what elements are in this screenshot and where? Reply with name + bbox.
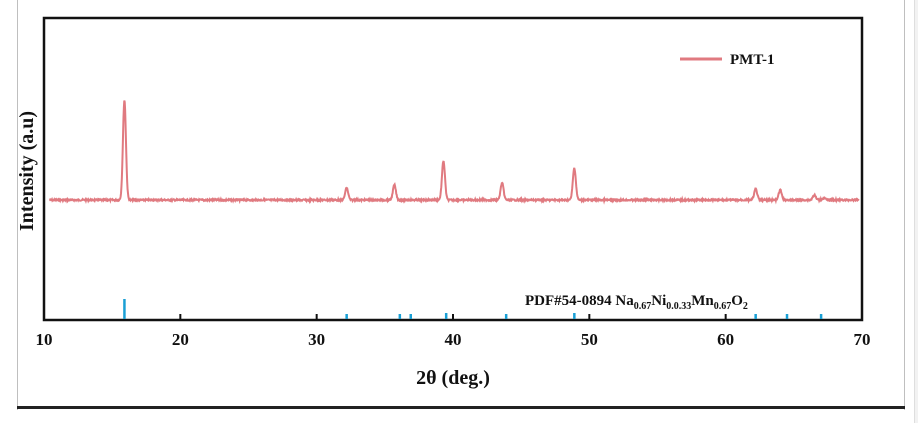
x-tick-label-50: 50: [581, 330, 598, 349]
figure-frame-left: [17, 0, 18, 410]
figure-frame-right: [904, 0, 905, 410]
reference-label-part-6: O: [731, 293, 743, 309]
series-line-pmt-1: [48, 100, 860, 205]
reference-label-part-5: 0.67: [714, 301, 732, 312]
reference-label: PDF#54-0894 Na0.67Ni0.0.33Mn0.67O2: [525, 293, 748, 312]
scrollbar-track[interactable]: [914, 0, 918, 423]
x-axis-title: 2θ (deg.): [416, 367, 490, 389]
reference-label-part-2: Ni: [651, 293, 666, 309]
x-tick-label-30: 30: [308, 330, 325, 349]
bottom-rule: [17, 406, 905, 409]
legend-label-pmt-1: PMT-1: [730, 52, 774, 68]
reference-label-part-1: 0.67: [634, 301, 652, 312]
x-tick-label-60: 60: [717, 330, 734, 349]
y-axis-title: Intensity (a.u): [16, 111, 38, 231]
x-axis-ticks: 10 20 30 40 50 60 70: [36, 314, 871, 349]
reference-label-part-7: 2: [743, 301, 748, 312]
reference-lines: [123, 299, 823, 319]
x-tick-label-40: 40: [445, 330, 462, 349]
x-tick-label-70: 70: [854, 330, 871, 349]
legend: PMT-1: [680, 52, 774, 68]
reference-label-part-3: 0.0.33: [666, 301, 691, 312]
x-tick-label-20: 20: [172, 330, 189, 349]
reference-label-part-0: PDF#54-0894 Na: [525, 293, 634, 309]
reference-label-part-4: Mn: [691, 293, 714, 309]
x-tick-label-10: 10: [36, 330, 53, 349]
